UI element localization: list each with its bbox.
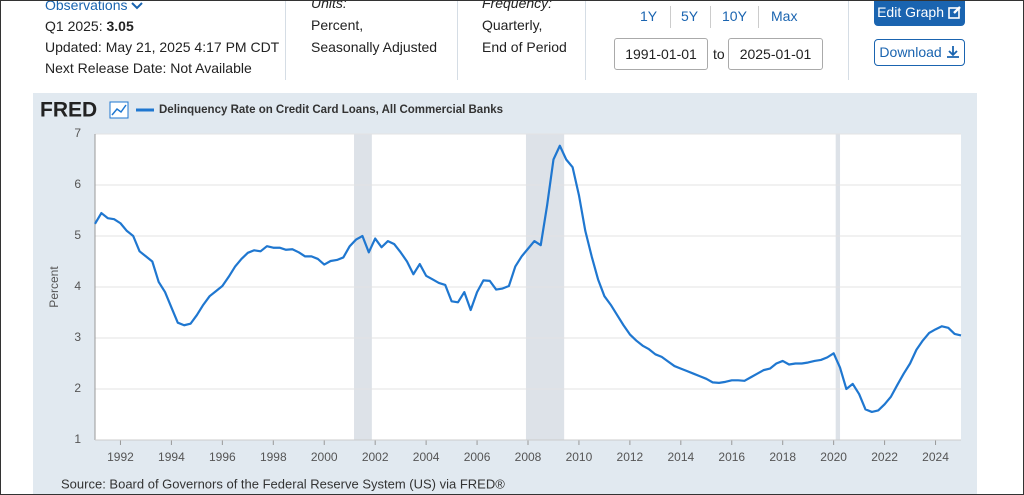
frequency-line: Quarterly,: [482, 17, 543, 33]
x-tick-label: 2016: [718, 450, 745, 464]
x-tick-label: 1994: [158, 450, 185, 464]
x-tick-label: 2006: [464, 450, 491, 464]
y-tick-label: 6: [74, 177, 81, 191]
date-input[interactable]: 1991-01-01: [614, 38, 708, 70]
y-tick-label: 7: [74, 126, 81, 140]
x-tick-label: 2022: [871, 450, 898, 464]
legend-label: Delinquency Rate on Credit Card Loans, A…: [159, 104, 503, 116]
frequency-line: End of Period: [482, 39, 567, 55]
separator: [848, 0, 849, 80]
date-input[interactable]: 2025-01-01: [728, 38, 823, 70]
separator: [710, 6, 711, 28]
fred-logo: FRED: [40, 99, 97, 122]
x-tick-label: 2004: [413, 450, 440, 464]
x-tick-label: 2010: [566, 450, 593, 464]
chart: FRED Percent Source: Board of Governors …: [33, 93, 977, 495]
y-tick-label: 5: [74, 228, 81, 242]
separator: [585, 0, 586, 80]
x-tick-label: 1998: [260, 450, 287, 464]
button-text[interactable]: Download: [879, 44, 942, 60]
y-tick-label: 1: [74, 432, 81, 446]
x-tick-label: 2012: [617, 450, 644, 464]
separator: [285, 0, 286, 80]
units-label: Units:: [311, 0, 347, 11]
observations-link[interactable]: Observations: [45, 0, 144, 14]
x-tick-label: 2024: [922, 450, 949, 464]
edit-graph-button[interactable]: Edit Graph: [874, 0, 965, 26]
next-release: Next Release Date: Not Available: [45, 60, 252, 76]
y-tick-label: 2: [74, 381, 81, 395]
latest-observation: Q1 2025: 3.05: [45, 17, 134, 35]
separator: [457, 0, 458, 80]
range-button[interactable]: 5Y: [681, 8, 699, 24]
x-tick-label: 1992: [107, 450, 134, 464]
x-tick-label: 2002: [362, 450, 389, 464]
edit-icon: [948, 6, 961, 19]
frequency-label: Frequency:: [482, 0, 553, 11]
download-icon: [946, 46, 959, 58]
chevron-icon: [131, 2, 144, 10]
y-tick-label: 4: [74, 279, 81, 293]
x-tick-label: 1996: [209, 450, 236, 464]
latest-value: 3.05: [106, 18, 134, 34]
logo-icon: [109, 101, 129, 119]
x-tick-label: 2008: [515, 450, 542, 464]
x-tick-label: 2014: [667, 450, 694, 464]
date-to: to: [713, 46, 725, 62]
link-text[interactable]: Observations: [45, 0, 128, 13]
range-button[interactable]: 10Y: [722, 8, 747, 24]
y-axis-label: Percent: [47, 266, 61, 308]
data-line: [94, 144, 962, 414]
x-tick-label: 2018: [769, 450, 796, 464]
latest-label: Q1 2025:: [45, 18, 103, 34]
range-button[interactable]: Max: [771, 8, 798, 24]
separator: [758, 6, 759, 28]
units-line: Seasonally Adjusted: [311, 39, 438, 55]
separator: [670, 6, 671, 28]
x-tick-label: 2020: [820, 450, 847, 464]
x-tick-label: 2000: [311, 450, 338, 464]
download-button[interactable]: Download: [874, 39, 965, 66]
button-text[interactable]: Edit Graph: [877, 4, 945, 20]
source-text: Source: Board of Governors of the Federa…: [61, 476, 505, 491]
range-button[interactable]: 1Y: [640, 8, 658, 24]
updated-text: Updated: May 21, 2025 4:17 PM CDT: [45, 39, 280, 55]
units-line: Percent,: [311, 17, 364, 33]
y-tick-label: 3: [74, 330, 81, 344]
